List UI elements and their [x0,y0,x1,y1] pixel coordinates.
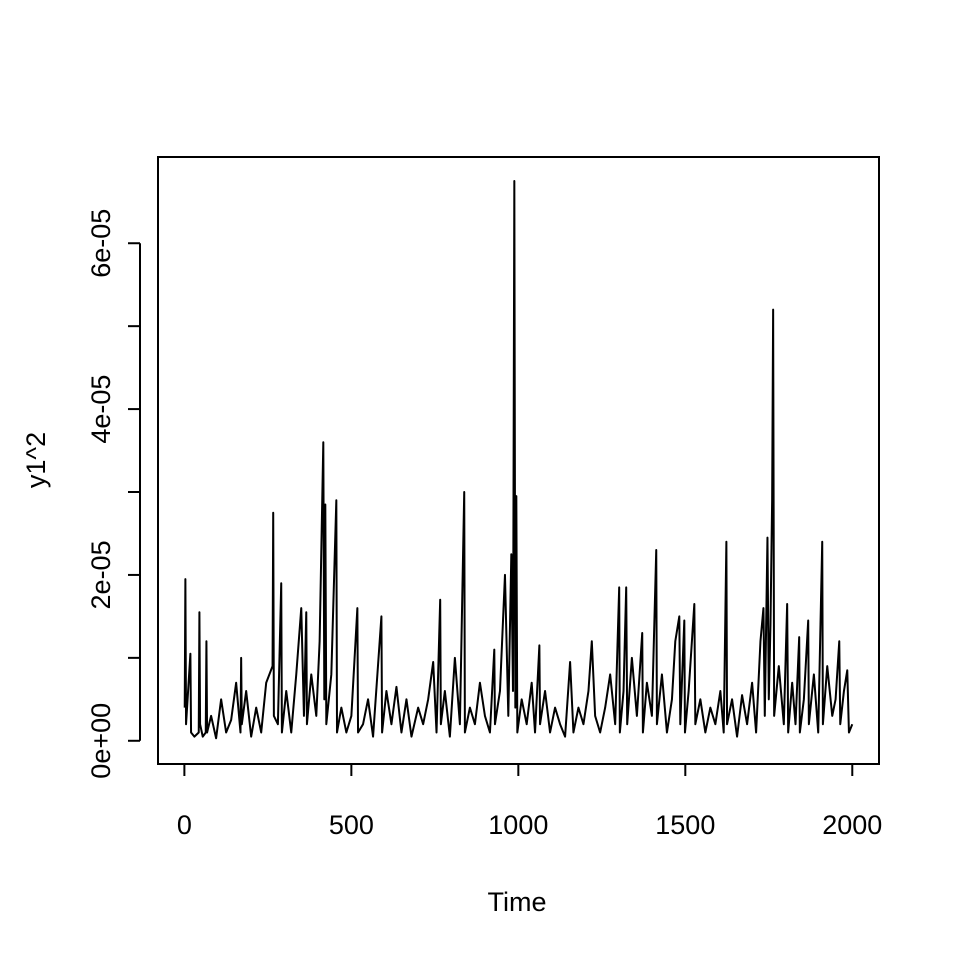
y-tick-label: 6e-05 [86,209,116,278]
x-tick-label: 500 [329,810,374,840]
y-tick-label: 4e-05 [86,375,116,444]
x-axis-title: Time [488,887,547,917]
y-axis-title: y1^2 [21,432,51,488]
x-tick-label: 2000 [822,810,882,840]
y-tick-label: 0e+00 [86,703,116,779]
y-tick-label: 2e-05 [86,540,116,609]
series-line [183,180,854,740]
x-tick-label: 1000 [488,810,548,840]
x-tick-label: 1500 [655,810,715,840]
x-tick-label: 0 [177,810,192,840]
